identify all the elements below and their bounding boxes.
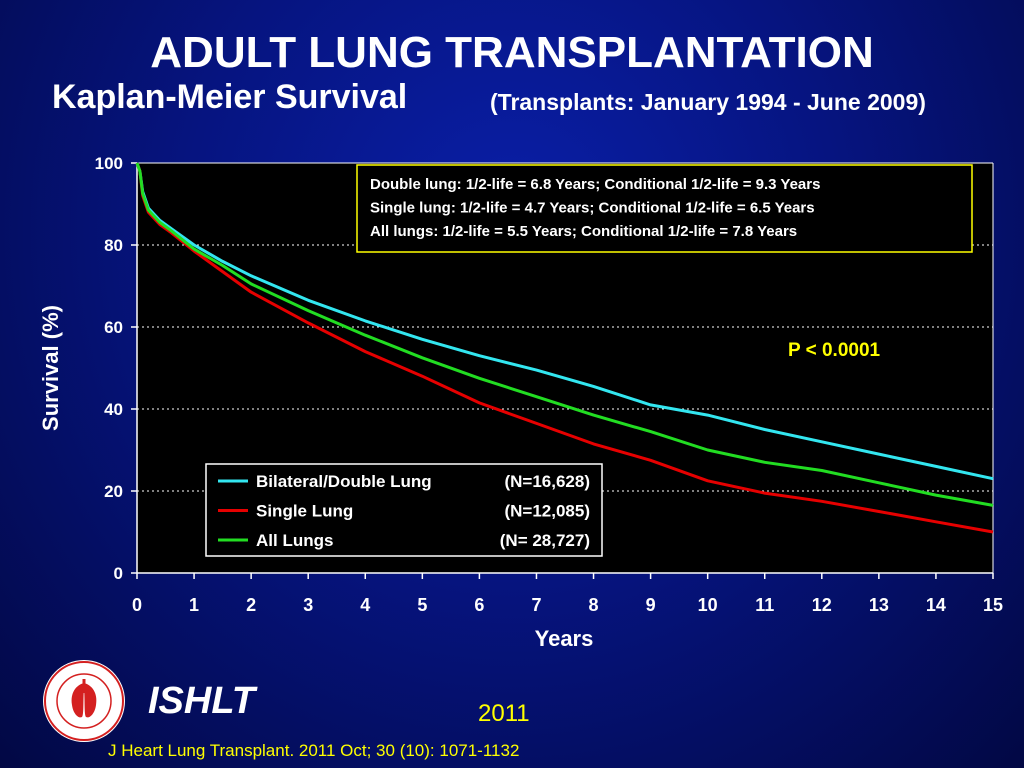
x-tick-label: 9 — [646, 595, 656, 615]
x-tick-label: 6 — [474, 595, 484, 615]
x-tick-label: 0 — [132, 595, 142, 615]
citation: J Heart Lung Transplant. 2011 Oct; 30 (1… — [108, 741, 520, 760]
x-tick-label: 8 — [589, 595, 599, 615]
legend-label: All Lungs — [256, 531, 333, 550]
half-life-text: Double lung: 1/2-life = 6.8 Years; Condi… — [370, 176, 820, 193]
y-axis-label: Survival (%) — [38, 305, 63, 431]
x-tick-label: 11 — [755, 595, 774, 615]
legend-label: Bilateral/Double Lung — [256, 472, 432, 491]
half-life-text: Single lung: 1/2-life = 4.7 Years; Condi… — [370, 200, 815, 217]
date-range: (Transplants: January 1994 - June 2009) — [490, 89, 926, 115]
legend-box — [205, 463, 603, 557]
legend-n-label: (N=16,628) — [504, 472, 590, 491]
p-value-label: P < 0.0001 — [788, 340, 881, 361]
chart-subtitle: Kaplan-Meier Survival — [52, 78, 408, 116]
x-tick-label: 12 — [812, 595, 832, 615]
half-life-text: All lungs: 1/2-life = 5.5 Years; Conditi… — [370, 223, 797, 240]
y-tick-label: 100 — [95, 154, 123, 173]
legend-label: Single Lung — [256, 502, 353, 521]
y-tick-label: 80 — [104, 236, 123, 255]
y-tick-label: 0 — [114, 564, 123, 583]
x-tick-label: 2 — [246, 595, 256, 615]
org-name: ISHLT — [148, 680, 255, 722]
report-year: 2011 — [478, 700, 530, 727]
x-tick-label: 7 — [531, 595, 541, 615]
x-tick-label: 3 — [303, 595, 313, 615]
x-axis-label: Years — [535, 626, 594, 651]
page-title: ADULT LUNG TRANSPLANTATION — [150, 28, 874, 77]
x-tick-label: 10 — [698, 595, 718, 615]
legend-n-label: (N= 28,727) — [500, 531, 590, 550]
x-tick-label: 13 — [869, 595, 889, 615]
half-life-box — [356, 164, 973, 253]
x-tick-label: 5 — [417, 595, 427, 615]
y-tick-label: 40 — [104, 400, 123, 419]
legend-n-label: (N=12,085) — [504, 502, 590, 521]
series-line-3 — [135, 162, 994, 507]
x-tick-label: 15 — [983, 595, 1003, 615]
x-tick-label: 1 — [189, 595, 199, 615]
ishlt-logo — [43, 660, 125, 742]
y-tick-label: 60 — [104, 318, 123, 337]
x-tick-label: 4 — [360, 595, 370, 615]
y-tick-label: 20 — [104, 482, 123, 501]
x-tick-label: 14 — [926, 595, 946, 615]
